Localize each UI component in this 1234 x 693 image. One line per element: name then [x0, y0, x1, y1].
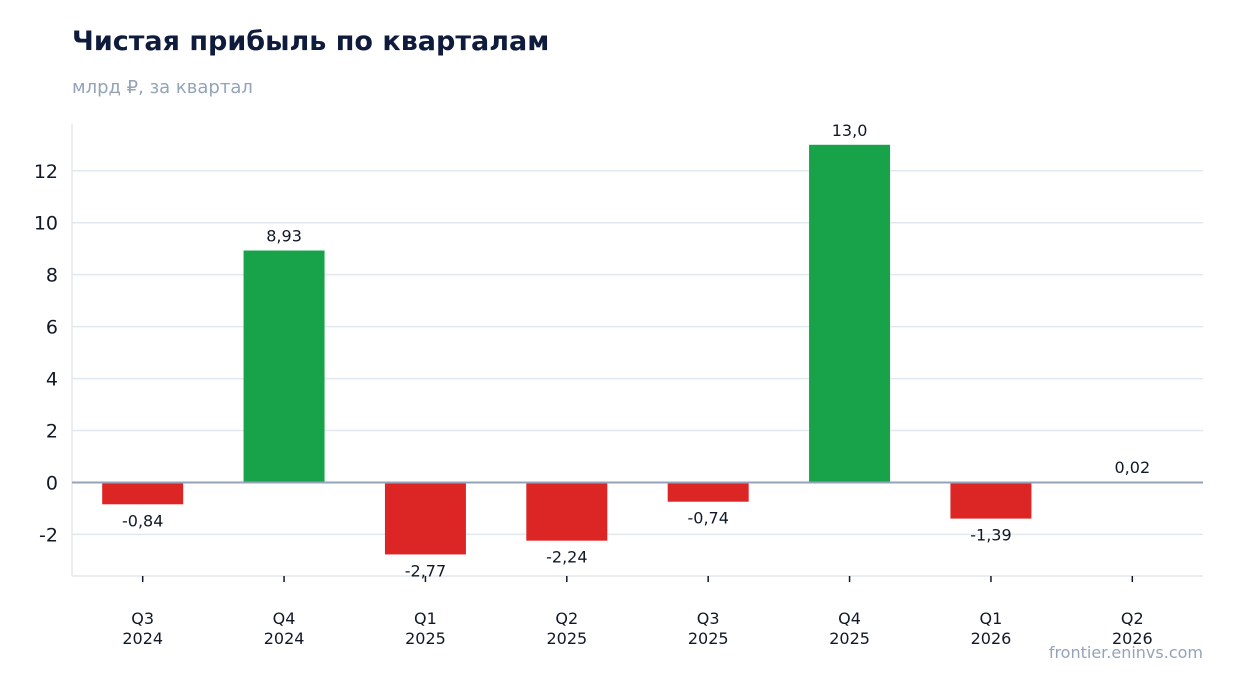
bar [526, 482, 608, 541]
bar [950, 482, 1032, 519]
chart-title: Чистая прибыль по кварталам [72, 26, 550, 57]
data-label: -1,39 [970, 526, 1011, 545]
data-label: 0,02 [1115, 458, 1151, 477]
y-tick-label: 10 [34, 213, 58, 235]
y-tick-label: 0 [46, 472, 58, 494]
grid-lines [72, 170, 1203, 536]
x-tick-label: Q1 2025 [405, 609, 446, 648]
x-tick-label: Q2 2025 [546, 609, 587, 648]
tick-labels: -2 0 2 4 6 8 10 12 Q3 2024 Q4 2024 Q1 2025 Q2 2025 Q3 202… [34, 161, 1153, 648]
bar [243, 250, 325, 483]
data-label: 8,93 [266, 227, 302, 246]
x-tick-label: Q3 2024 [122, 609, 163, 648]
data-label: -0,84 [122, 511, 163, 530]
axes [71, 124, 1203, 582]
chart-subtitle: млрд ₽, за квартал [72, 77, 253, 98]
x-tick-label: Q4 2024 [264, 609, 305, 648]
x-tick-label: Q2 2026 [1112, 609, 1153, 648]
source-watermark: frontier.eninvs.com [1048, 643, 1203, 662]
y-tick-label: 8 [46, 265, 58, 287]
y-tick-label: 4 [46, 369, 58, 391]
data-labels: -0,84 8,93 -2,77 -2,24 -0,74 13,0 -1,39 0,02 [122, 121, 1150, 581]
x-tick-label: Q1 2026 [971, 609, 1012, 648]
y-tick-label: 6 [46, 317, 58, 339]
data-label: -2,24 [546, 548, 587, 567]
bar [809, 144, 891, 483]
y-tick-label: 2 [46, 421, 58, 443]
bar [102, 482, 184, 505]
x-tick-label: Q3 2025 [688, 609, 729, 648]
y-tick-label: 12 [34, 161, 58, 183]
data-label: -2,77 [405, 561, 446, 580]
bar [384, 482, 466, 555]
bars [72, 144, 1203, 555]
data-label: -0,74 [687, 509, 728, 528]
data-label: 13,0 [832, 121, 868, 140]
bar [667, 482, 749, 502]
y-tick-label: -2 [39, 524, 58, 546]
x-tick-label: Q4 2025 [829, 609, 870, 648]
